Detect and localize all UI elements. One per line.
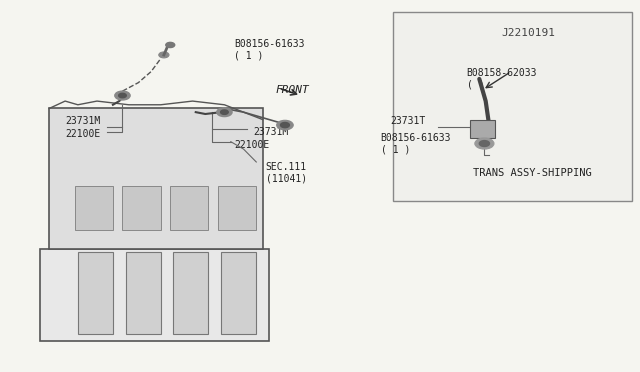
Bar (470, 119, 495, 138)
Text: 23731T: 23731T (390, 116, 425, 126)
Bar (78, 253, 113, 334)
Circle shape (217, 108, 232, 116)
Text: SEC.111
(11041): SEC.111 (11041) (266, 162, 307, 184)
Bar (125, 253, 161, 334)
Bar (75, 186, 113, 230)
Circle shape (475, 138, 494, 149)
Circle shape (166, 42, 175, 48)
Circle shape (280, 122, 289, 128)
Bar (221, 253, 256, 334)
Circle shape (221, 110, 228, 114)
Text: TRANS ASSY-SHIPPING: TRANS ASSY-SHIPPING (473, 168, 592, 178)
Text: B08156-61633
( 1 ): B08156-61633 ( 1 ) (234, 39, 305, 60)
Circle shape (115, 91, 130, 100)
Bar (218, 186, 256, 230)
Text: 23731M: 23731M (253, 128, 289, 138)
Bar (122, 186, 161, 230)
Text: 22100E: 22100E (234, 140, 269, 150)
Bar (170, 186, 209, 230)
Bar (49, 109, 262, 249)
Text: B08156-61633
( 1 ): B08156-61633 ( 1 ) (381, 133, 451, 154)
Bar (394, 13, 632, 201)
Circle shape (159, 52, 169, 58)
Text: 23731M: 23731M (65, 116, 100, 126)
Circle shape (276, 120, 293, 130)
Text: J2210191: J2210191 (502, 28, 556, 38)
Text: 22100E: 22100E (65, 129, 100, 139)
Circle shape (479, 141, 490, 147)
Text: B08158-62033
( ): B08158-62033 ( ) (467, 68, 537, 90)
Bar (40, 249, 269, 341)
Circle shape (118, 93, 126, 98)
Text: FRONT: FRONT (275, 85, 309, 95)
Bar (173, 253, 209, 334)
